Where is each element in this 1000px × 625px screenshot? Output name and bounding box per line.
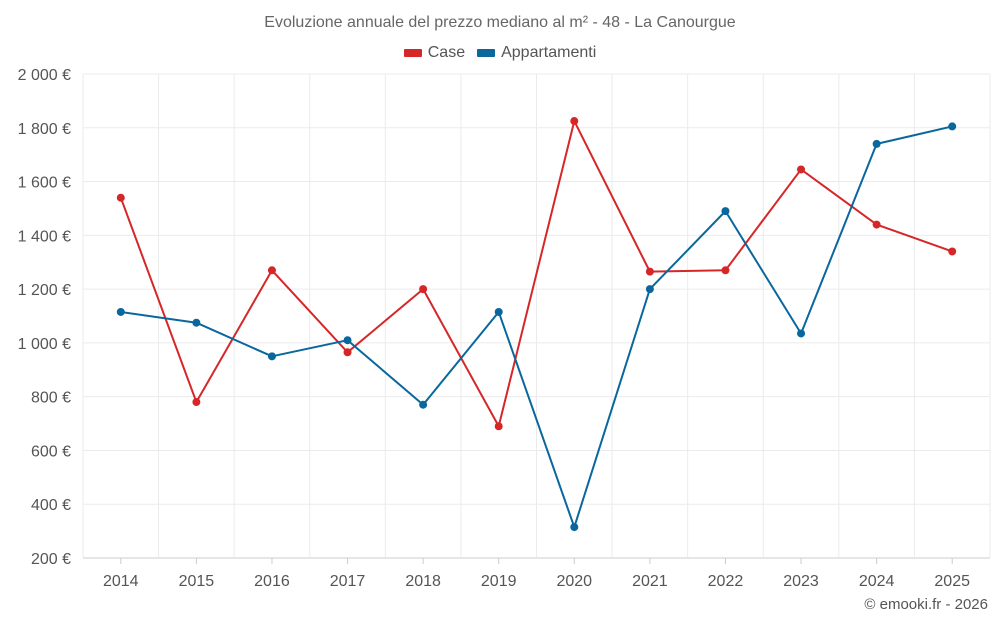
y-tick-label: 200 €	[31, 551, 71, 568]
legend-item-case[interactable]: Case	[403, 44, 466, 62]
y-tick-label: 2 000 €	[18, 67, 71, 84]
series-line-appartamenti	[120, 125, 953, 529]
y-tick-label: 800 €	[31, 390, 71, 407]
data-point-case[interactable]	[192, 398, 201, 407]
x-tick-label: 2023	[783, 573, 819, 590]
chart-title: Evoluzione annuale del prezzo mediano al…	[264, 14, 736, 31]
y-tick-label: 1 000 €	[18, 336, 71, 353]
legend: Case Appartamenti	[0, 44, 1000, 62]
legend-label-case: Case	[427, 44, 466, 61]
x-tick-label: 2015	[179, 573, 215, 590]
data-point-case[interactable]	[419, 285, 428, 294]
series-line-case	[119, 120, 953, 428]
data-point-appartamenti[interactable]	[948, 122, 957, 131]
legend-swatch-case	[403, 49, 422, 57]
y-tick-label: 1 200 €	[18, 282, 71, 299]
y-tick-label: 600 €	[31, 443, 71, 460]
data-point-appartamenti[interactable]	[797, 329, 806, 338]
data-point-case[interactable]	[570, 117, 579, 126]
legend-label-appartamenti: Appartamenti	[501, 44, 597, 61]
y-tick-label: 1 800 €	[18, 121, 71, 138]
y-tick-label: 1 600 €	[18, 175, 71, 192]
data-point-case[interactable]	[343, 348, 352, 357]
data-point-appartamenti[interactable]	[116, 307, 125, 316]
data-point-case[interactable]	[267, 266, 276, 275]
data-point-appartamenti[interactable]	[721, 207, 730, 216]
data-point-appartamenti[interactable]	[570, 523, 579, 532]
data-point-case[interactable]	[645, 267, 654, 276]
x-tick-label: 2022	[708, 573, 744, 590]
data-point-case[interactable]	[116, 193, 125, 202]
data-point-appartamenti[interactable]	[192, 318, 201, 327]
data-point-appartamenti[interactable]	[872, 139, 881, 148]
x-tick-label: 2025	[934, 573, 970, 590]
data-point-case[interactable]	[797, 165, 806, 174]
series-group	[116, 117, 957, 532]
data-point-case[interactable]	[948, 247, 957, 256]
data-point-case[interactable]	[721, 266, 730, 275]
data-point-appartamenti[interactable]	[494, 307, 503, 316]
data-point-appartamenti[interactable]	[267, 352, 276, 361]
data-point-appartamenti[interactable]	[645, 285, 654, 294]
grid	[82, 73, 991, 559]
data-point-case[interactable]	[872, 220, 881, 229]
y-tick-label: 1 400 €	[18, 228, 71, 245]
data-point-appartamenti[interactable]	[419, 400, 428, 409]
x-tick-label: 2019	[481, 573, 517, 590]
x-tick-label: 2024	[859, 573, 895, 590]
x-tick-label: 2021	[632, 573, 668, 590]
data-point-case[interactable]	[494, 422, 503, 431]
x-tick-label: 2020	[556, 573, 592, 590]
legend-item-appartamenti[interactable]: Appartamenti	[477, 44, 596, 62]
axes: 200 € 400 € 600 € 800 € 1 000 € 1 200 € 1 400 …	[18, 67, 970, 590]
x-tick-label: 2018	[405, 573, 441, 590]
y-tick-label: 400 €	[31, 497, 71, 514]
data-point-appartamenti[interactable]	[343, 336, 352, 345]
x-tick-label: 2014	[103, 573, 139, 590]
legend-swatch-appartamenti	[477, 49, 496, 57]
credit-text: © emooki.fr - 2026	[864, 596, 988, 613]
x-tick-label: 2016	[254, 573, 290, 590]
x-tick-label: 2017	[330, 573, 366, 590]
